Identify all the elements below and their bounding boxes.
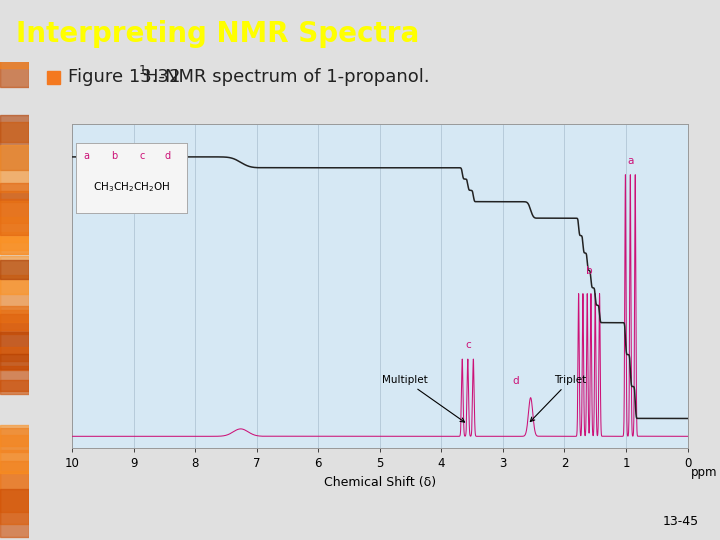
Text: Interpreting NMR Spectra: Interpreting NMR Spectra bbox=[16, 19, 419, 48]
Bar bbox=[0, 489, 29, 537]
Text: 13-45: 13-45 bbox=[662, 515, 698, 528]
Bar bbox=[0, 184, 29, 235]
Bar bbox=[0, 191, 29, 201]
Bar bbox=[0, 199, 29, 224]
Text: Triplet: Triplet bbox=[531, 375, 587, 422]
Bar bbox=[0, 31, 29, 86]
Text: ppm: ppm bbox=[690, 466, 717, 479]
Text: d: d bbox=[512, 376, 518, 386]
Bar bbox=[0, 217, 29, 242]
Bar bbox=[0, 22, 29, 69]
Text: Figure 13.32: Figure 13.32 bbox=[68, 68, 186, 86]
Bar bbox=[0, 260, 29, 279]
Bar bbox=[0, 232, 29, 249]
Bar bbox=[0, 332, 29, 354]
Bar bbox=[0, 435, 29, 447]
X-axis label: Chemical Shift (δ): Chemical Shift (δ) bbox=[324, 476, 436, 489]
Bar bbox=[0, 425, 29, 472]
Text: H-NMR spectrum of 1-propanol.: H-NMR spectrum of 1-propanol. bbox=[145, 68, 429, 86]
Bar bbox=[0, 461, 29, 512]
Text: c: c bbox=[140, 151, 145, 161]
Bar bbox=[0, 380, 29, 394]
Bar bbox=[0, 145, 29, 192]
Bar bbox=[0, 256, 29, 294]
Text: 1: 1 bbox=[139, 64, 147, 77]
Bar bbox=[0, 123, 29, 142]
Bar bbox=[0, 366, 29, 391]
Bar bbox=[0, 450, 29, 474]
Bar bbox=[0, 115, 29, 170]
Bar bbox=[0, 201, 29, 254]
Text: a: a bbox=[84, 151, 90, 161]
Text: a: a bbox=[627, 156, 634, 166]
Text: b: b bbox=[586, 266, 593, 276]
Bar bbox=[0, 428, 29, 453]
Bar bbox=[0, 306, 29, 361]
Bar bbox=[0, 347, 29, 369]
Bar bbox=[0, 470, 29, 524]
Bar bbox=[0, 275, 29, 322]
Bar bbox=[0, 354, 29, 369]
Text: Multiplet: Multiplet bbox=[382, 375, 464, 422]
Text: b: b bbox=[112, 151, 118, 161]
Text: c: c bbox=[465, 340, 471, 350]
Bar bbox=[0, 310, 29, 334]
Bar bbox=[0, 237, 29, 254]
Text: CH$_3$CH$_2$CH$_2$OH: CH$_3$CH$_2$CH$_2$OH bbox=[93, 180, 170, 193]
Bar bbox=[0, 314, 29, 329]
Text: d: d bbox=[164, 151, 170, 161]
